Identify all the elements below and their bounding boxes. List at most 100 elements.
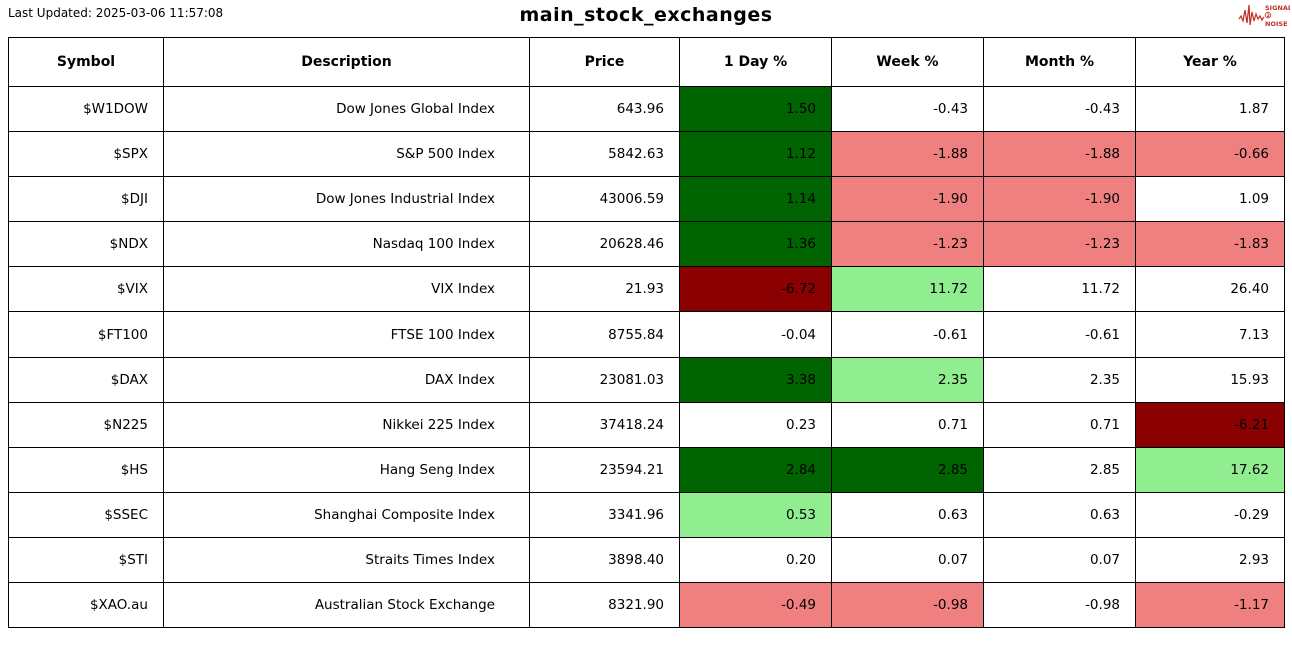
cell-week_pct: -1.90 bbox=[831, 176, 984, 223]
cell-year_pct: 26.40 bbox=[1135, 266, 1285, 313]
cell-year_pct: -0.66 bbox=[1135, 131, 1285, 178]
cell-description: Dow Jones Industrial Index bbox=[163, 176, 530, 223]
cell-price: 8321.90 bbox=[529, 582, 680, 629]
cell-day_pct: 1.36 bbox=[679, 221, 832, 268]
cell-day_pct: -0.04 bbox=[679, 311, 832, 358]
cell-price: 21.93 bbox=[529, 266, 680, 313]
cell-week_pct: 2.85 bbox=[831, 446, 984, 493]
cell-month_pct: -0.43 bbox=[983, 85, 1136, 133]
cell-year_pct: 1.87 bbox=[1135, 85, 1285, 133]
cell-day_pct: 0.20 bbox=[679, 536, 832, 584]
logo-word-top: SIGNAL bbox=[1265, 4, 1290, 12]
cell-week_pct: -1.23 bbox=[831, 221, 984, 268]
cell-description: FTSE 100 Index bbox=[163, 311, 530, 358]
cell-year_pct: 7.13 bbox=[1135, 311, 1285, 358]
cell-year_pct: -6.21 bbox=[1135, 401, 1285, 448]
cell-week_pct: -1.88 bbox=[831, 131, 984, 178]
col-header-month-pct: Month % bbox=[983, 37, 1136, 87]
cell-week_pct: 0.63 bbox=[831, 491, 984, 538]
table-row: $SPX S&P 500 Index 5842.63 1.12 -1.88 -1.88 -0… bbox=[8, 131, 1285, 178]
page-title: main_stock_exchanges bbox=[519, 4, 773, 26]
cell-month_pct: -0.61 bbox=[983, 311, 1136, 358]
cell-year_pct: 2.93 bbox=[1135, 536, 1285, 584]
cell-week_pct: -0.98 bbox=[831, 582, 984, 629]
logo-word-bottom: NOISE bbox=[1265, 20, 1288, 28]
col-header-year-pct: Year % bbox=[1135, 37, 1285, 87]
cell-symbol: $DAX bbox=[8, 356, 164, 403]
cell-year_pct: 17.62 bbox=[1135, 446, 1285, 493]
cell-symbol: $N225 bbox=[8, 401, 164, 448]
cell-month_pct: -1.90 bbox=[983, 176, 1136, 223]
table-row: $DAX DAX Index 23081.03 3.38 2.35 2.35 15.93 bbox=[8, 356, 1285, 403]
cell-price: 43006.59 bbox=[529, 176, 680, 223]
cell-description: DAX Index bbox=[163, 356, 530, 403]
cell-month_pct: 2.85 bbox=[983, 446, 1136, 493]
table-row: $SSEC Shanghai Composite Index 3341.96 0.53… bbox=[8, 491, 1285, 538]
table-row: $XAO.au Australian Stock Exchange 8321.90-… bbox=[8, 582, 1285, 629]
table-header-row: Symbol Description Price 1 Day % Week % … bbox=[8, 37, 1285, 87]
cell-price: 5842.63 bbox=[529, 131, 680, 178]
cell-symbol: $W1DOW bbox=[8, 85, 164, 133]
cell-symbol: $STI bbox=[8, 536, 164, 584]
cell-price: 8755.84 bbox=[529, 311, 680, 358]
cell-symbol: $VIX bbox=[8, 266, 164, 313]
cell-symbol: $XAO.au bbox=[8, 582, 164, 629]
cell-month_pct: 11.72 bbox=[983, 266, 1136, 313]
cell-week_pct: -0.61 bbox=[831, 311, 984, 358]
cell-description: Dow Jones Global Index bbox=[163, 85, 530, 133]
cell-symbol: $NDX bbox=[8, 221, 164, 268]
cell-description: Nikkei 225 Index bbox=[163, 401, 530, 448]
signal-noise-logo: SIGNAL 2 NOISE bbox=[1238, 4, 1290, 28]
table-body: $W1DOW Dow Jones Global Index 643.96 1.50 -0… bbox=[8, 85, 1285, 629]
cell-week_pct: 0.07 bbox=[831, 536, 984, 584]
cell-week_pct: 0.71 bbox=[831, 401, 984, 448]
waveform-icon bbox=[1238, 4, 1265, 26]
cell-year_pct: -1.17 bbox=[1135, 582, 1285, 629]
cell-description: Straits Times Index bbox=[163, 536, 530, 584]
cell-week_pct: -0.43 bbox=[831, 85, 984, 133]
cell-symbol: $SPX bbox=[8, 131, 164, 178]
table-row: $VIX VIX Index 21.93 -6.72 11.72 11.72 26.40 bbox=[8, 266, 1285, 313]
table-row: $FT100 FTSE 100 Index 8755.84 -0.04 -0.61 -0.… bbox=[8, 311, 1285, 358]
cell-day_pct: 1.50 bbox=[679, 85, 832, 133]
cell-day_pct: -0.49 bbox=[679, 582, 832, 629]
cell-price: 37418.24 bbox=[529, 401, 680, 448]
stock-exchanges-table: Symbol Description Price 1 Day % Week % … bbox=[8, 37, 1285, 629]
cell-month_pct: 0.71 bbox=[983, 401, 1136, 448]
cell-description: Shanghai Composite Index bbox=[163, 491, 530, 538]
cell-price: 643.96 bbox=[529, 85, 680, 133]
cell-day_pct: 0.23 bbox=[679, 401, 832, 448]
cell-price: 23594.21 bbox=[529, 446, 680, 493]
cell-month_pct: -0.98 bbox=[983, 582, 1136, 629]
cell-price: 23081.03 bbox=[529, 356, 680, 403]
cell-month_pct: 2.35 bbox=[983, 356, 1136, 403]
cell-month_pct: -1.23 bbox=[983, 221, 1136, 268]
cell-day_pct: 1.12 bbox=[679, 131, 832, 178]
table-row: $HS Hang Seng Index 23594.21 2.84 2.85 2.85 17… bbox=[8, 446, 1285, 493]
table-row: $NDX Nasdaq 100 Index 20628.46 1.36 -1.23 -1.… bbox=[8, 221, 1285, 268]
col-header-week-pct: Week % bbox=[831, 37, 984, 87]
table-row: $W1DOW Dow Jones Global Index 643.96 1.50 -0… bbox=[8, 85, 1285, 133]
cell-price: 3341.96 bbox=[529, 491, 680, 538]
table-row: $N225 Nikkei 225 Index 37418.24 0.23 0.71 0.7… bbox=[8, 401, 1285, 448]
col-header-day-pct: 1 Day % bbox=[679, 37, 832, 87]
cell-symbol: $FT100 bbox=[8, 311, 164, 358]
cell-week_pct: 2.35 bbox=[831, 356, 984, 403]
last-updated-text: Last Updated: 2025-03-06 11:57:08 bbox=[8, 6, 224, 20]
logo-circle bbox=[1264, 11, 1272, 19]
cell-symbol: $SSEC bbox=[8, 491, 164, 538]
cell-description: Nasdaq 100 Index bbox=[163, 221, 530, 268]
cell-price: 20628.46 bbox=[529, 221, 680, 268]
cell-description: VIX Index bbox=[163, 266, 530, 313]
cell-year_pct: -0.29 bbox=[1135, 491, 1285, 538]
cell-year_pct: 1.09 bbox=[1135, 176, 1285, 223]
cell-price: 3898.40 bbox=[529, 536, 680, 584]
cell-week_pct: 11.72 bbox=[831, 266, 984, 313]
cell-day_pct: 0.53 bbox=[679, 491, 832, 538]
cell-symbol: $HS bbox=[8, 446, 164, 493]
cell-description: S&P 500 Index bbox=[163, 131, 530, 178]
cell-month_pct: -1.88 bbox=[983, 131, 1136, 178]
cell-day_pct: 1.14 bbox=[679, 176, 832, 223]
col-header-price: Price bbox=[529, 37, 680, 87]
cell-month_pct: 0.07 bbox=[983, 536, 1136, 584]
